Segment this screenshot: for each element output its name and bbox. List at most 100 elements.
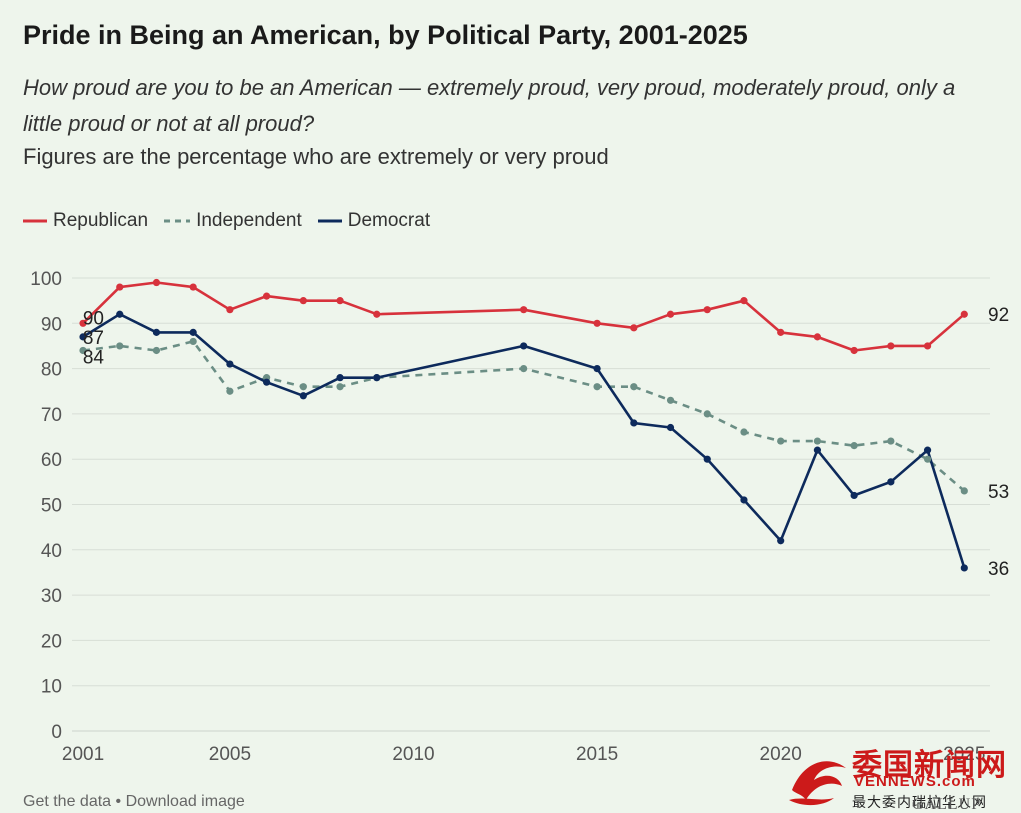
data-point-democrat-2005[interactable]: [226, 360, 234, 368]
data-point-republican-2015[interactable]: [593, 319, 601, 327]
x-tick-label-2025: 2025: [943, 744, 985, 765]
chart-note: Figures are the percentage who are extre…: [23, 144, 609, 169]
data-point-democrat-2004[interactable]: [189, 328, 197, 336]
end-label-independent: 53: [988, 482, 1009, 503]
x-tick-label-2015: 2015: [576, 744, 618, 765]
data-point-democrat-2022[interactable]: [850, 491, 858, 500]
data-point-democrat-2009[interactable]: [373, 374, 381, 382]
data-point-democrat-2024[interactable]: [923, 446, 932, 454]
data-point-independent-2024[interactable]: [923, 455, 932, 463]
data-point-republican-2018[interactable]: [703, 306, 711, 314]
data-point-democrat-2008[interactable]: [336, 374, 344, 382]
data-point-republican-2019[interactable]: [740, 297, 748, 305]
data-point-republican-2023[interactable]: [887, 342, 895, 350]
legend-label-democrat: Democrat: [347, 210, 431, 231]
data-point-republican-2024[interactable]: [923, 342, 932, 350]
data-point-republican-2021[interactable]: [813, 333, 822, 341]
data-point-independent-2005[interactable]: [226, 387, 234, 395]
data-point-democrat-2017[interactable]: [666, 423, 675, 432]
x-tick-label-2020: 2020: [760, 744, 802, 765]
data-point-republican-2020[interactable]: [777, 328, 785, 336]
data-point-republican-2005[interactable]: [226, 306, 234, 314]
x-tick-label-2010: 2010: [392, 744, 434, 765]
y-tick-label-60: 60: [41, 450, 62, 471]
data-point-democrat-2021[interactable]: [813, 446, 822, 454]
series-line-democrat: [82, 312, 966, 569]
watermark-logo: 委国新闻网 VENNEWS.com 最大委内瑞拉华人网: [784, 740, 1021, 813]
get-data-link[interactable]: Get the data: [23, 793, 112, 810]
legend-swatch-republican: [23, 219, 47, 223]
data-point-republican-2004[interactable]: [189, 283, 197, 291]
data-point-republican-2016[interactable]: [630, 324, 638, 332]
data-point-independent-2018[interactable]: [703, 410, 711, 418]
data-point-democrat-2016[interactable]: [630, 419, 638, 427]
data-point-democrat-2025[interactable]: [960, 564, 968, 572]
legend-item-independent[interactable]: Independent: [164, 210, 302, 232]
chart-title: Pride in Being an American, by Political…: [23, 20, 748, 50]
data-point-independent-2019[interactable]: [740, 428, 748, 436]
data-point-independent-2003[interactable]: [152, 346, 161, 355]
data-point-republican-2007[interactable]: [299, 297, 307, 305]
x-tick-label-2005: 2005: [209, 744, 251, 765]
start-label-democrat: 87: [83, 328, 104, 349]
data-point-independent-2002[interactable]: [116, 342, 124, 350]
data-point-democrat-2020[interactable]: [777, 537, 785, 545]
data-point-independent-2004[interactable]: [189, 337, 197, 346]
y-tick-label-50: 50: [41, 496, 62, 517]
y-tick-label-30: 30: [41, 586, 62, 607]
data-point-independent-2016[interactable]: [630, 383, 638, 391]
data-point-democrat-2003[interactable]: [152, 328, 161, 336]
watermark-title: 委国新闻网: [852, 748, 1007, 783]
watermark-slogan: 最大委内瑞拉华人网: [852, 795, 987, 811]
data-point-democrat-2002[interactable]: [116, 310, 124, 318]
data-point-independent-2023[interactable]: [887, 437, 895, 445]
data-point-democrat-2001[interactable]: [79, 333, 87, 341]
y-tick-label-100: 100: [30, 269, 62, 290]
legend-label-independent: Independent: [196, 210, 302, 231]
data-point-republican-2025[interactable]: [960, 310, 968, 318]
data-point-republican-2017[interactable]: [666, 310, 675, 318]
download-image-link[interactable]: Download image: [125, 793, 245, 810]
data-point-democrat-2006[interactable]: [263, 378, 271, 386]
data-point-republican-2022[interactable]: [850, 346, 858, 355]
data-point-independent-2025[interactable]: [960, 487, 968, 495]
gallup-brand: GALLUP: [912, 796, 982, 813]
data-point-republican-2008[interactable]: [336, 297, 344, 305]
legend-swatch-democrat: [317, 219, 342, 223]
data-point-independent-2001[interactable]: [79, 346, 87, 355]
data-point-independent-2007[interactable]: [299, 383, 307, 391]
chart-subtitle: How proud are you to be an American — ex…: [23, 75, 956, 136]
data-point-democrat-2007[interactable]: [299, 392, 307, 400]
data-point-independent-2021[interactable]: [813, 437, 822, 445]
y-tick-label-0: 0: [51, 722, 62, 743]
data-point-democrat-2018[interactable]: [703, 455, 711, 463]
legend-item-republican[interactable]: Republican: [23, 210, 148, 232]
legend-swatch-independent: [164, 219, 191, 223]
data-point-democrat-2013[interactable]: [520, 342, 528, 350]
data-point-republican-2009[interactable]: [373, 310, 381, 318]
legend: Republican Independent Democrat: [23, 210, 446, 232]
data-point-republican-2002[interactable]: [116, 283, 124, 291]
data-point-republican-2006[interactable]: [263, 292, 271, 300]
y-tick-label-10: 10: [41, 677, 62, 698]
data-point-independent-2015[interactable]: [593, 383, 601, 391]
data-point-independent-2020[interactable]: [777, 437, 785, 445]
data-point-independent-2022[interactable]: [850, 442, 858, 450]
data-point-democrat-2015[interactable]: [593, 365, 601, 373]
legend-item-democrat[interactable]: Democrat: [317, 210, 431, 232]
data-point-republican-2001[interactable]: [79, 319, 87, 327]
footer-links: Get the data • Download image: [23, 793, 245, 811]
data-point-democrat-2019[interactable]: [740, 496, 748, 504]
data-point-independent-2017[interactable]: [666, 396, 675, 404]
data-point-democrat-2023[interactable]: [887, 478, 895, 486]
data-point-independent-2013[interactable]: [520, 365, 528, 373]
data-point-republican-2003[interactable]: [152, 278, 161, 287]
legend-label-republican: Republican: [53, 210, 149, 231]
data-point-independent-2008[interactable]: [336, 383, 344, 391]
end-label-republican: 92: [988, 305, 1009, 326]
footer-separator: •: [115, 793, 122, 810]
data-point-republican-2013[interactable]: [520, 306, 528, 314]
dragon-logo-icon: [789, 761, 846, 806]
